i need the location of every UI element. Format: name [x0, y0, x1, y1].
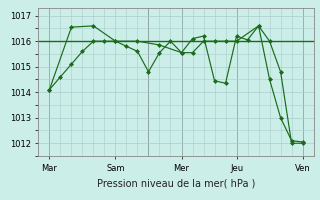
X-axis label: Pression niveau de la mer( hPa ): Pression niveau de la mer( hPa ) [97, 178, 255, 188]
